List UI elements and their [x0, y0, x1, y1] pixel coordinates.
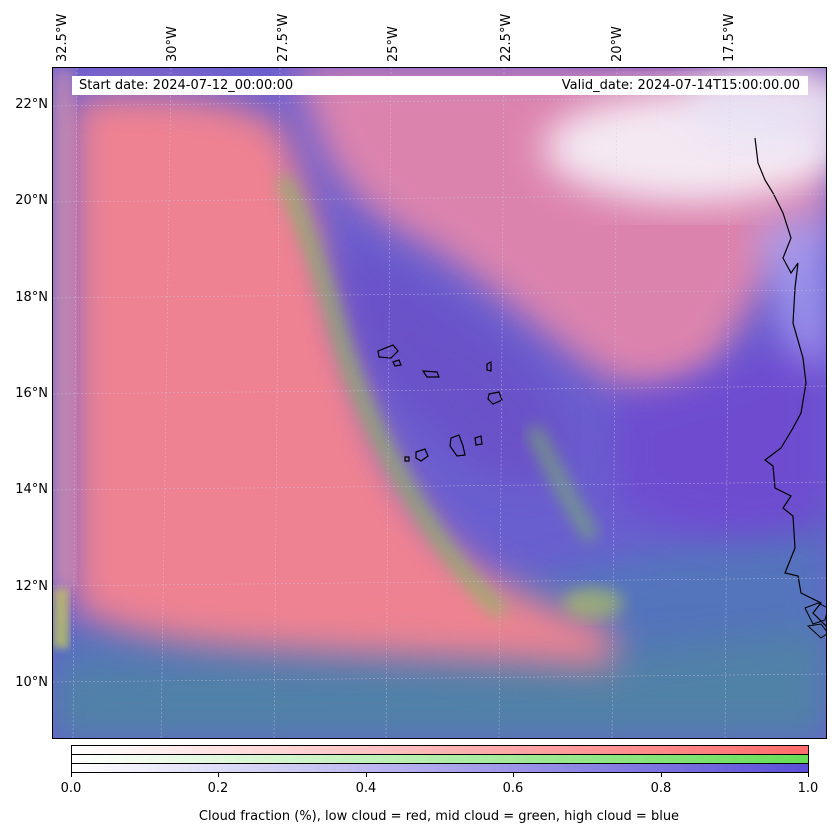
high-cloud-east: [613, 318, 826, 538]
colorbar-tick-1: [218, 773, 219, 777]
lon-label-25w: 25°W: [386, 26, 401, 62]
colorbar-tick-4: [661, 773, 662, 777]
colorbar-label-0-4: 0.4: [355, 781, 377, 796]
sao-nicolau-island: [421, 370, 440, 378]
boa-vista-island: [487, 391, 503, 405]
colorbar-label-0-8: 0.8: [650, 781, 672, 796]
mid-cloud-edge-patch: [53, 588, 69, 648]
colorbar: [71, 745, 809, 773]
sao-vicente-island: [392, 359, 402, 367]
map-canvas: [53, 68, 826, 738]
lon-label-17-5w: 17.5°W: [722, 13, 737, 62]
lat-label-10n: 10°N: [15, 675, 48, 690]
colorbar-high-cloud: [71, 763, 809, 773]
lat-label-20n: 20°N: [15, 193, 48, 208]
mid-cloud-streak: [276, 174, 508, 619]
colorbar-tick-5: [808, 773, 809, 777]
west-edge-cloud: [53, 68, 73, 588]
maio-island: [474, 435, 483, 446]
colorbar-label-1: 1.0: [797, 781, 819, 796]
date-bar: Start date: 2024-07-12_00:00:00 Valid_da…: [72, 76, 808, 95]
lon-label-22-5w: 22.5°W: [499, 13, 514, 62]
lon-label-27-5w: 27.5°W: [276, 13, 291, 62]
cloud-fraction-map: [52, 67, 827, 739]
southern-mixed-cloud-region: [53, 628, 826, 738]
colorbar-label-0-6: 0.6: [502, 781, 524, 796]
fogo-island: [415, 448, 429, 462]
colorbar-caption: Cloud fraction (%), low cloud = red, mid…: [198, 809, 680, 824]
colorbar-tick-0: [71, 773, 72, 777]
lon-label-32-5w: 32.5°W: [55, 13, 70, 62]
santiago-island: [449, 434, 466, 457]
colorbar-tick-2: [366, 773, 367, 777]
sal-island: [486, 361, 492, 372]
colorbar-label-0: 0.0: [60, 781, 82, 796]
brava-island: [404, 456, 410, 462]
mid-cloud-streak-east: [525, 424, 600, 543]
colorbar-mid-cloud: [71, 754, 809, 764]
colorbar-low-cloud: [71, 745, 809, 755]
valid-date-text: Valid_date: 2024-07-14T15:00:00.00: [561, 78, 800, 93]
lat-label-22n: 22°N: [15, 97, 48, 112]
coastal-island: [806, 623, 826, 639]
santo-antao-island: [377, 344, 399, 359]
bijagos-islands: [804, 602, 826, 625]
lat-label-16n: 16°N: [15, 386, 48, 401]
graticule: [53, 68, 826, 738]
lon-label-30w: 30°W: [165, 26, 180, 62]
lat-label-12n: 12°N: [15, 579, 48, 594]
colorbar-label-0-2: 0.2: [207, 781, 229, 796]
lat-label-18n: 18°N: [15, 290, 48, 305]
high-cloud-tongue: [333, 238, 573, 482]
mid-cloud-patch: [563, 587, 623, 619]
high-cloud-coast-light: [753, 208, 826, 368]
lon-label-20w: 20°W: [610, 26, 625, 62]
africa-coastline: [754, 137, 826, 627]
low-cloud-west-region: [73, 94, 613, 668]
colorbar-tick-3: [513, 773, 514, 777]
lat-label-14n: 14°N: [15, 482, 48, 497]
start-date-text: Start date: 2024-07-12_00:00:00: [79, 78, 294, 93]
